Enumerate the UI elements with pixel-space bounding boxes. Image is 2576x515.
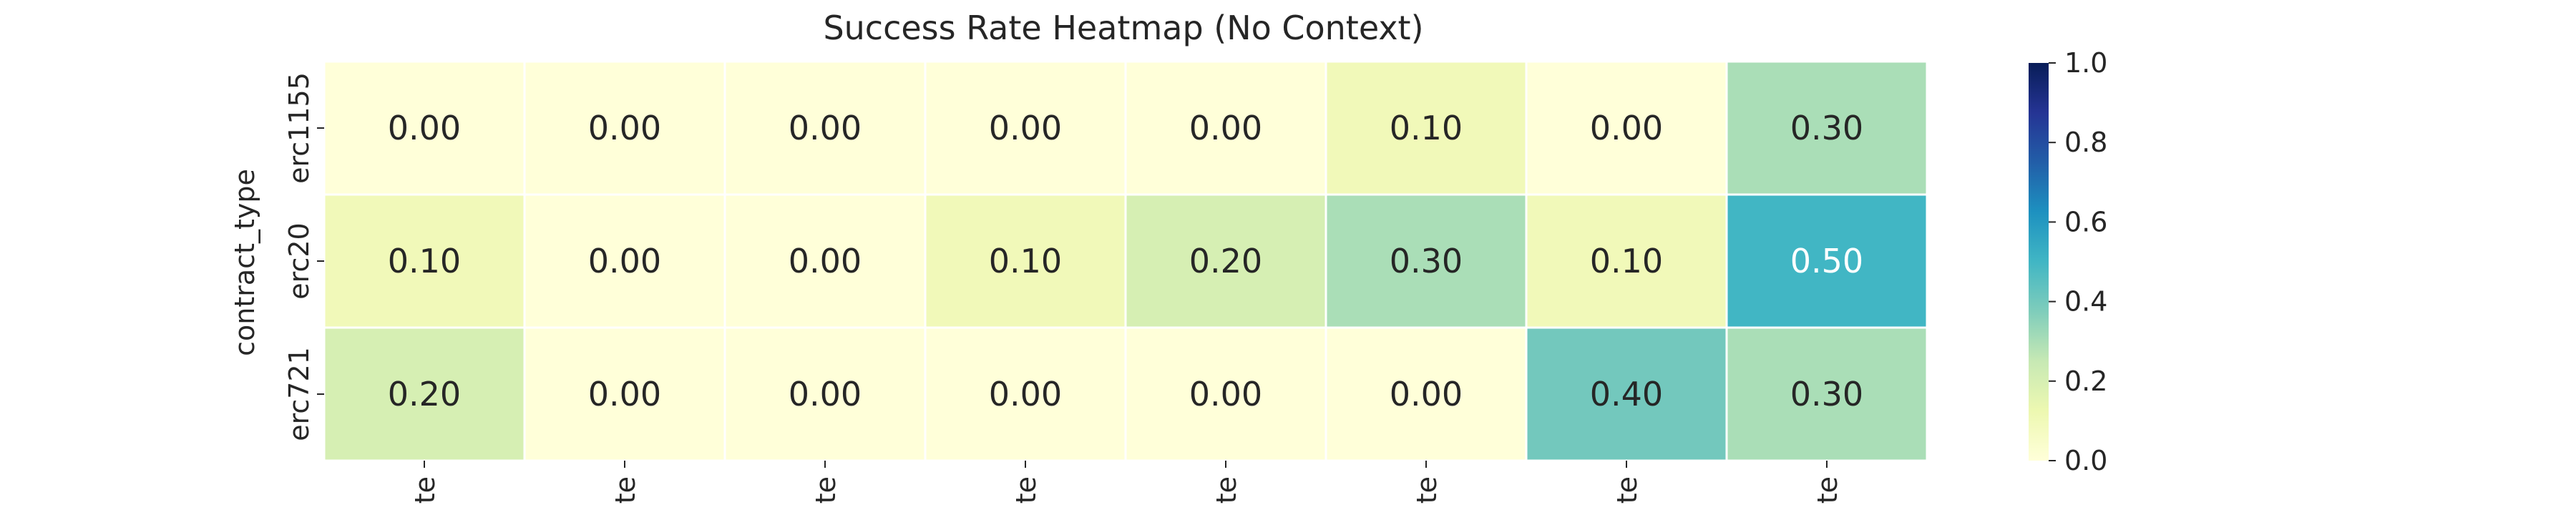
cell-value-label: 0.00 (989, 109, 1062, 147)
cell-value-label: 0.40 (1590, 375, 1663, 413)
cell-value-label: 0.10 (1590, 242, 1663, 280)
y-tick-label: erc1155 (283, 72, 315, 184)
cell-value-label: 0.00 (588, 242, 661, 280)
heatmap-cell (523, 60, 726, 196)
heatmap-cell (924, 326, 1127, 462)
cell-value-label: 0.20 (388, 375, 461, 413)
colorbar-tick-label: 1.0 (2064, 47, 2107, 79)
cell-value-label: 0.00 (588, 375, 661, 413)
heatmap-cell (1124, 326, 1327, 462)
colorbar-tick-label: 0.4 (2064, 286, 2107, 318)
heatmap-cell (1324, 193, 1528, 329)
cell-value-label: 0.50 (1790, 242, 1863, 280)
colorbar-tick-label: 0.6 (2064, 206, 2107, 237)
heatmap-cell (523, 193, 726, 329)
colorbar (2029, 63, 2049, 461)
cell-value-label: 0.10 (388, 242, 461, 280)
heatmap-cell (1525, 326, 1728, 462)
x-tick-label: te (810, 476, 841, 504)
cell-value-label: 0.00 (789, 375, 862, 413)
y-tick-label: erc20 (283, 222, 315, 299)
heatmap-cell (723, 326, 927, 462)
cell-value-label: 0.20 (1189, 242, 1262, 280)
heatmap-cell (523, 326, 726, 462)
heatmap-cell (924, 193, 1127, 329)
cell-value-label: 0.00 (789, 109, 862, 147)
x-tick-label: te (610, 476, 641, 504)
y-tick-label: erc721 (283, 347, 315, 441)
colorbar-tick-label: 0.8 (2064, 127, 2107, 158)
heatmap-cell (1725, 193, 1928, 329)
heatmap-cells: 0.00 0.00 0.00 0.00 0.00 0.10 0.00 0.30 0.10 0.00… (323, 60, 1928, 462)
cell-value-label: 0.30 (1790, 375, 1863, 413)
x-tick-label: te (1211, 476, 1242, 504)
cell-value-label: 0.00 (588, 109, 661, 147)
heatmap-cell (1725, 60, 1928, 196)
heatmap-cell (1324, 60, 1528, 196)
cell-value-label: 0.30 (1790, 109, 1863, 147)
x-tick-label: te (1611, 476, 1643, 504)
heatmap-cell (1725, 326, 1928, 462)
x-tick-label: te (409, 476, 441, 504)
colorbar-ticks: 0.0 0.2 0.4 0.6 0.8 1.0 (2049, 47, 2107, 476)
heatmap-cell (1324, 326, 1528, 462)
heatmap-cell (323, 60, 526, 196)
heatmap-cell (1124, 193, 1327, 329)
cell-value-label: 0.00 (1189, 375, 1262, 413)
heatmap-cell (1124, 60, 1327, 196)
cell-value-label: 0.00 (1390, 375, 1463, 413)
chart-title: Success Rate Heatmap (No Context) (823, 9, 1423, 47)
cell-value-label: 0.10 (989, 242, 1062, 280)
y-axis-label: contract_type (229, 169, 260, 356)
cell-value-label: 0.00 (789, 242, 862, 280)
heatmap-cell (924, 60, 1127, 196)
cell-value-label: 0.00 (1590, 109, 1663, 147)
colorbar-tick-label: 0.0 (2064, 445, 2107, 476)
heatmap-cell (723, 60, 927, 196)
cell-value-label: 0.00 (989, 375, 1062, 413)
colorbar-tick-label: 0.2 (2064, 366, 2107, 397)
x-tick-label: te (1812, 476, 1843, 504)
y-axis-ticks: erc1155 erc20 erc721 (283, 72, 324, 441)
cell-value-label: 0.00 (1189, 109, 1262, 147)
x-tick-label: te (1411, 476, 1443, 504)
x-tick-label: te (1010, 476, 1042, 504)
cell-value-label: 0.00 (388, 109, 461, 147)
cell-value-label: 0.10 (1390, 109, 1463, 147)
cell-value-label: 0.30 (1390, 242, 1463, 280)
x-axis-ticks: te te te te te te te te (409, 461, 1843, 504)
